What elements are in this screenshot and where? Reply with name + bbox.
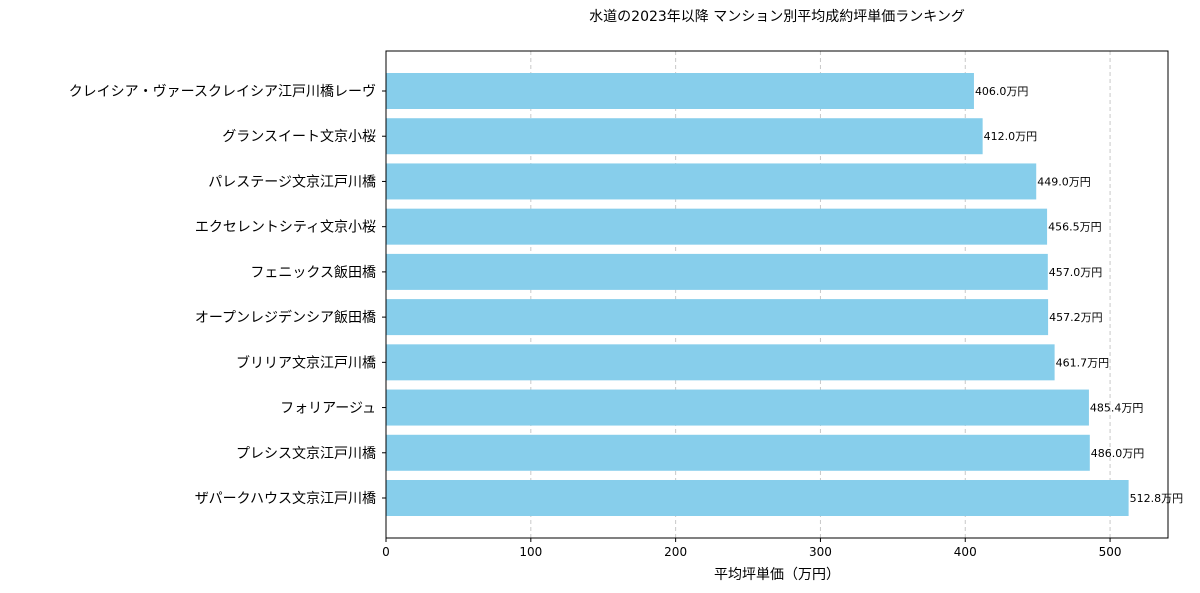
bar bbox=[386, 299, 1049, 336]
bar-value-label: 457.0万円 bbox=[1049, 266, 1103, 279]
bar-value-label: 461.7万円 bbox=[1056, 356, 1110, 369]
x-tick-label: 400 bbox=[954, 545, 977, 559]
category-label: ザパークハウス文京江戸川橋 bbox=[195, 491, 376, 507]
x-tick-label: 0 bbox=[382, 545, 390, 559]
bar-value-label: 457.2万円 bbox=[1049, 311, 1103, 324]
bar-value-label: 406.0万円 bbox=[975, 85, 1029, 98]
bar-value-label: 449.0万円 bbox=[1037, 175, 1091, 188]
bar bbox=[386, 389, 1089, 426]
category-label: プレシス文京江戸川橋 bbox=[236, 446, 376, 462]
category-label: フォリアージュ bbox=[280, 401, 376, 417]
category-label: パレステージ文京江戸川橋 bbox=[208, 174, 376, 190]
bar-value-label: 486.0万円 bbox=[1091, 447, 1145, 460]
bar-value-label: 512.8万円 bbox=[1130, 492, 1184, 505]
category-label: ブリリア文京江戸川橋 bbox=[236, 354, 376, 371]
category-labels: クレイシア・ヴァースクレイシア江戸川橋レーヴグランスイート文京小桜パレステージ文… bbox=[69, 83, 386, 507]
category-label: オープンレジデンシア飯田橋 bbox=[195, 309, 376, 326]
category-label: グランスイート文京小桜 bbox=[222, 129, 376, 145]
data-labels: 406.0万円 412.0万円 449.0万円 456.5万円 457.0万円 457.2… bbox=[975, 85, 1183, 505]
bar bbox=[386, 208, 1048, 245]
x-axis-ticks: 0 100 200 300 400 500 bbox=[382, 538, 1122, 559]
plot-frame bbox=[385, 50, 1169, 539]
category-label: フェニックス飯田橋 bbox=[250, 264, 376, 281]
x-tick-label: 200 bbox=[664, 545, 687, 559]
bar bbox=[386, 253, 1048, 290]
category-label: エクセレントシティ文京小桜 bbox=[195, 220, 376, 236]
bar bbox=[386, 163, 1037, 200]
bar bbox=[386, 73, 974, 109]
x-tick-label: 100 bbox=[519, 545, 542, 559]
bar bbox=[386, 434, 1090, 471]
bars bbox=[386, 73, 1129, 516]
bar bbox=[386, 480, 1129, 516]
bar-value-label: 412.0万円 bbox=[984, 130, 1037, 143]
chart-title: 水道の2023年以降 マンション別平均成約坪単価ランキング bbox=[589, 9, 965, 25]
x-tick-label: 300 bbox=[809, 545, 832, 559]
bar bbox=[386, 118, 983, 155]
category-label: クレイシア・ヴァースクレイシア江戸川橋レーヴ bbox=[69, 83, 376, 100]
bar bbox=[386, 344, 1055, 381]
bar-value-label: 485.4万円 bbox=[1090, 402, 1144, 415]
x-tick-label: 500 bbox=[1099, 545, 1122, 559]
bar-value-label: 456.5万円 bbox=[1048, 221, 1102, 234]
x-axis-label: 平均坪単価（万円） bbox=[714, 567, 840, 583]
